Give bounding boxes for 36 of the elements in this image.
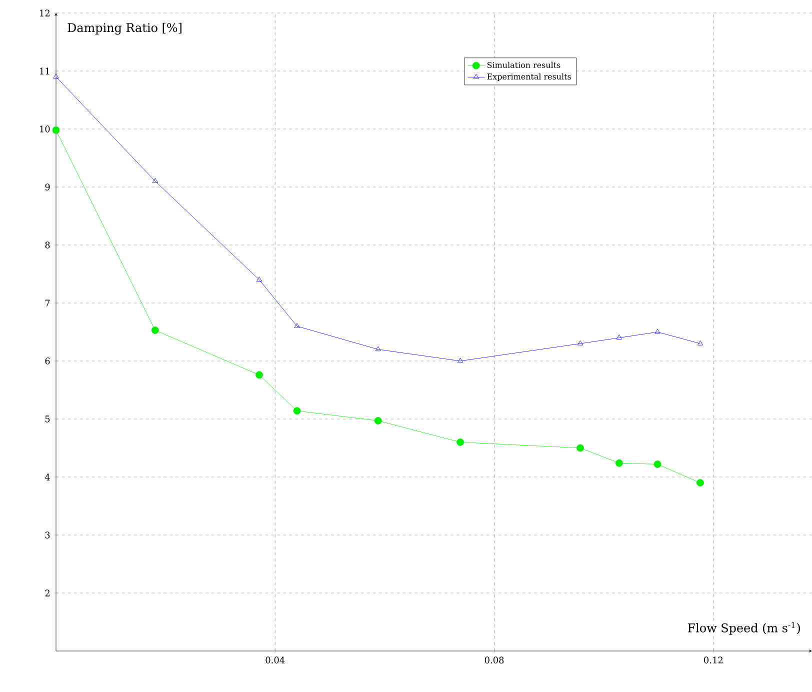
x-tick-label: 0.08: [484, 656, 504, 664]
point: [615, 459, 623, 467]
y-tick-label: 7: [45, 300, 50, 306]
x-tick-label: 0.04: [266, 656, 285, 664]
point: [616, 334, 622, 340]
point: [697, 340, 704, 346]
y-tick-label: 5: [45, 416, 50, 422]
point: [53, 74, 59, 78]
point: [294, 323, 300, 328]
x-tick-label: 0.12: [704, 656, 722, 664]
y-tick-label: 8: [45, 242, 50, 248]
point: [576, 444, 584, 452]
y-tick-label: 12: [40, 10, 50, 16]
point: [696, 479, 704, 486]
y-axis-title: Damping Ratio [%]: [68, 22, 182, 35]
point: [654, 460, 662, 468]
point: [293, 407, 301, 415]
point: [458, 358, 464, 363]
point: [375, 346, 381, 352]
point: [256, 371, 263, 379]
y-tick-label: 10: [40, 126, 50, 132]
point: [52, 126, 60, 134]
point: [374, 417, 382, 424]
point: [577, 340, 584, 346]
point: [456, 438, 464, 446]
y-tick-label: 9: [45, 184, 50, 190]
y-tick-label: 6: [45, 358, 50, 364]
y-tick-label: 11: [40, 68, 50, 74]
y-tick-label: 3: [45, 532, 50, 538]
point: [256, 276, 262, 282]
y-tick-label: 2: [45, 590, 50, 596]
point: [152, 178, 158, 183]
y-tick-label: 4: [44, 474, 50, 480]
point: [151, 326, 159, 334]
point: [654, 328, 660, 334]
x-axis-title: Flow Speed (m s$^{-1}$): [688, 622, 800, 635]
